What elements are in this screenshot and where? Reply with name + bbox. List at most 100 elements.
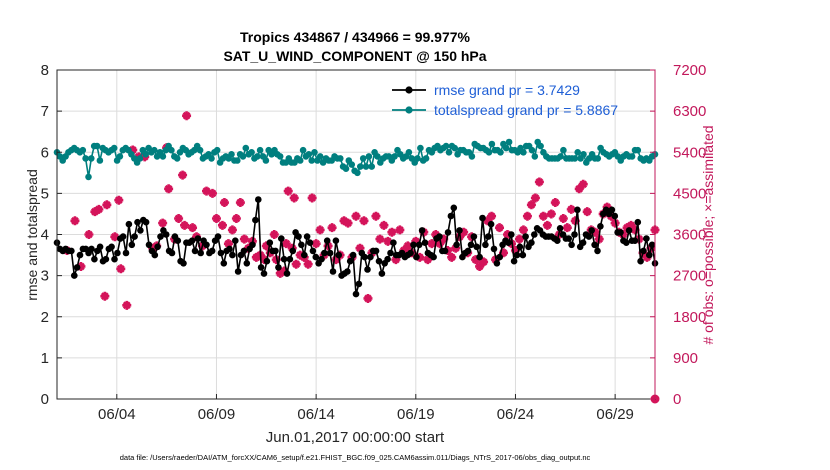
rmse-point bbox=[637, 257, 644, 265]
rmse-point bbox=[257, 264, 265, 271]
obs-assimilated-marker bbox=[483, 216, 493, 226]
rmse-point bbox=[588, 227, 595, 234]
totalspread-point bbox=[213, 146, 221, 154]
totalspread-point bbox=[417, 144, 424, 152]
obs-assimilated-marker bbox=[281, 239, 291, 249]
totalspread-point bbox=[520, 149, 527, 156]
rmse-point bbox=[134, 218, 141, 226]
rmse-point bbox=[162, 231, 170, 238]
totalspread-point bbox=[557, 153, 564, 160]
rmse-point bbox=[88, 245, 95, 253]
rmse-point bbox=[280, 255, 288, 263]
obs-assimilated-marker bbox=[499, 248, 509, 258]
obs-assimilated-marker bbox=[546, 209, 556, 219]
totalspread-point bbox=[256, 146, 264, 154]
rmse-point bbox=[145, 241, 153, 249]
totalspread-point bbox=[580, 151, 587, 158]
rmse-point bbox=[137, 227, 144, 234]
obs-assimilated-marker bbox=[475, 261, 485, 271]
rmse-point bbox=[453, 241, 460, 249]
obs-assimilated-marker bbox=[128, 145, 138, 155]
x-tick-label: 06/19 bbox=[397, 406, 435, 423]
totalspread-point bbox=[82, 155, 89, 162]
rmse-point bbox=[493, 260, 501, 267]
obs-assimilated-marker bbox=[626, 220, 636, 230]
totalspread-point bbox=[365, 153, 373, 160]
rmse-point bbox=[361, 253, 368, 261]
series-lines bbox=[53, 138, 659, 298]
rmse-point bbox=[352, 290, 360, 298]
y-right-tick-label: 900 bbox=[673, 350, 698, 367]
obs-assimilated-marker bbox=[451, 243, 461, 253]
x-axis-label: Jun.01,2017 00:00:00 start bbox=[266, 429, 445, 446]
obs-assimilated-marker bbox=[471, 255, 481, 265]
rmse-point bbox=[197, 249, 204, 257]
rmse-point bbox=[407, 249, 414, 257]
rmse-point bbox=[119, 233, 127, 240]
rmse-point bbox=[441, 247, 449, 255]
rmse-point bbox=[114, 249, 121, 257]
x-tick-label: 06/29 bbox=[596, 406, 634, 423]
rmse-point bbox=[528, 239, 535, 246]
obs-assimilated-marker bbox=[158, 218, 168, 228]
chart-subtitle: SAT_U_WIND_COMPONENT @ 150 hPa bbox=[223, 48, 486, 64]
obs-assimilated-marker bbox=[570, 216, 580, 226]
rmse-point bbox=[131, 233, 138, 240]
totalspread-point bbox=[445, 149, 453, 156]
rmse-point bbox=[447, 212, 455, 220]
obs-assimilated-marker bbox=[622, 223, 632, 233]
chart-title: Tropics 434867 / 434966 = 99.977% bbox=[240, 29, 471, 45]
obs-assimilated-marker bbox=[510, 245, 520, 255]
obs-assimilated-marker bbox=[459, 227, 469, 237]
totalspread-point bbox=[634, 146, 642, 154]
rmse-point bbox=[289, 247, 297, 255]
y-right-tick-label: 3600 bbox=[673, 227, 706, 244]
axes: 0 1 2 3 4 5 6 7 8 0 900 1800 2700 3600 4500 5400 6300 720… bbox=[41, 62, 707, 423]
rmse-point bbox=[295, 233, 302, 240]
rmse-point bbox=[464, 247, 472, 255]
obs-assimilated-marker bbox=[363, 293, 373, 303]
rmse-point bbox=[180, 260, 187, 267]
rmse-point bbox=[631, 237, 639, 244]
y-right-tick-label: 4500 bbox=[673, 185, 706, 202]
obs-assimilated-marker bbox=[351, 211, 361, 221]
obs-assimilated-marker bbox=[479, 257, 489, 267]
obs-assimilated-marker bbox=[307, 193, 317, 203]
rmse-point bbox=[444, 229, 452, 236]
obs-assimilated-marker bbox=[110, 232, 120, 242]
totalspread-point bbox=[88, 155, 95, 162]
rmse-point bbox=[554, 237, 561, 244]
obs-assimilated-marker bbox=[495, 223, 505, 233]
y-tick-label: 8 bbox=[41, 62, 49, 79]
totalspread-point bbox=[116, 153, 124, 160]
totalspread-point bbox=[308, 157, 316, 164]
obs-assimilated-marker bbox=[295, 250, 305, 260]
totalspread-point bbox=[208, 155, 215, 162]
rmse-point bbox=[275, 264, 282, 271]
obs-assimilated-marker bbox=[339, 216, 349, 226]
totalspread-point bbox=[248, 149, 255, 156]
rmse-point bbox=[643, 235, 650, 242]
obs-assimilated-marker bbox=[618, 230, 628, 239]
rmse-point bbox=[108, 243, 115, 251]
rmse-point bbox=[467, 241, 475, 249]
totalspread-point bbox=[368, 163, 376, 170]
rmse-point bbox=[73, 264, 81, 271]
rmse-point bbox=[421, 239, 429, 246]
rmse-point bbox=[378, 270, 386, 277]
obs-assimilated-marker bbox=[578, 179, 588, 189]
obs-assimilated-marker bbox=[182, 111, 192, 121]
totalspread-point bbox=[348, 161, 356, 168]
rmse-point bbox=[240, 247, 248, 255]
totalspread-point bbox=[342, 165, 350, 172]
rmse-point bbox=[496, 253, 504, 261]
totalspread-point bbox=[316, 153, 324, 160]
rmse-point bbox=[96, 243, 104, 251]
rmse-point bbox=[91, 255, 98, 263]
obs-assimilated-marker bbox=[518, 225, 528, 235]
rmse-point bbox=[505, 239, 512, 246]
obs-assimilated-marker bbox=[630, 225, 640, 235]
obs-assimilated-marker bbox=[227, 225, 237, 235]
obs-assimilated-marker bbox=[502, 230, 512, 239]
